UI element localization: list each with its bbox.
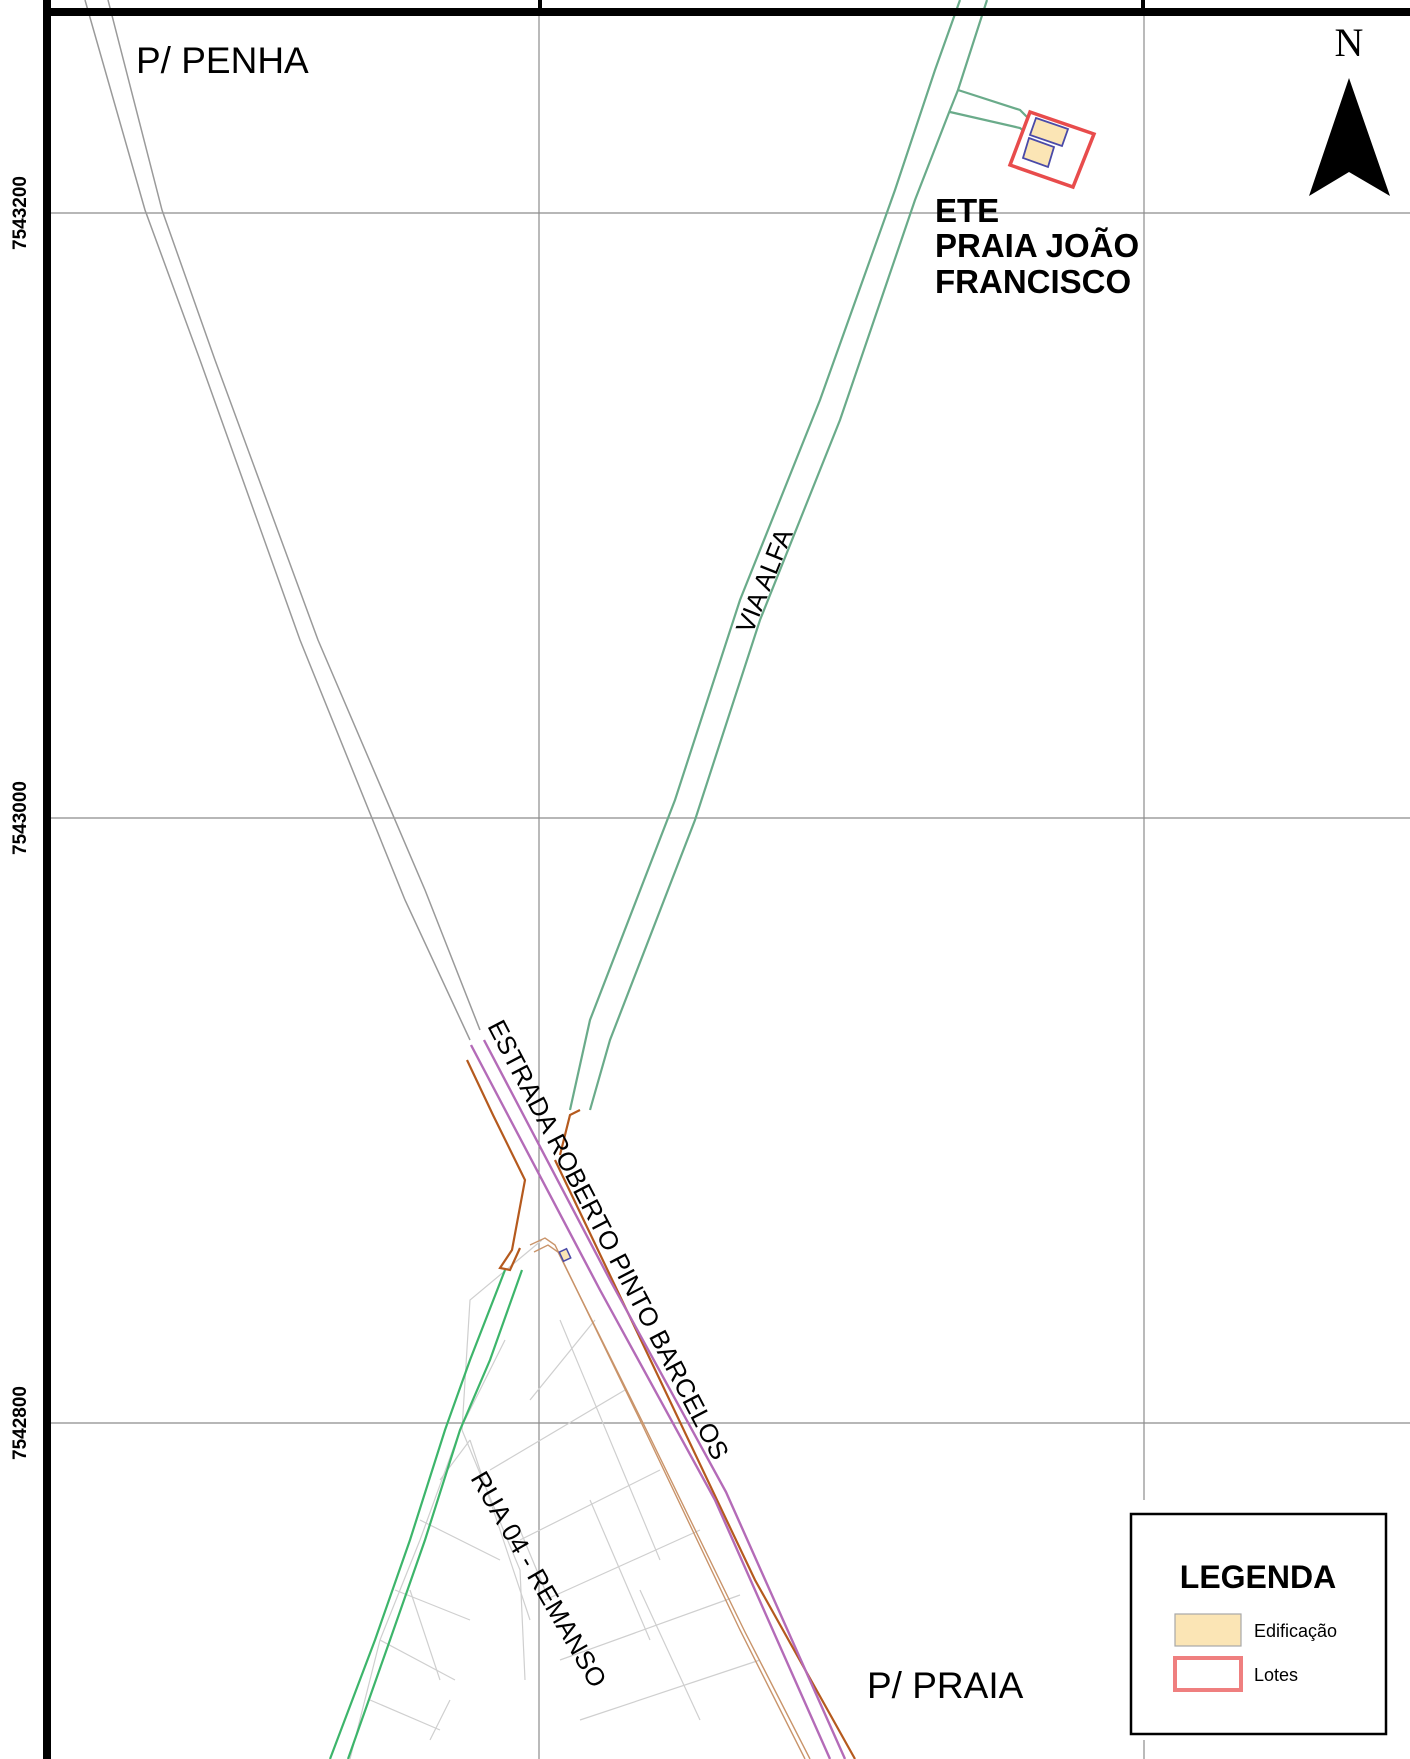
ete-building-1 <box>1028 116 1070 148</box>
frame-tick-1 <box>538 0 542 12</box>
road-label-via-alfa: VIA ALFA <box>730 524 799 638</box>
estrada-edge-1 <box>469 1044 832 1759</box>
parcel-row-3 <box>519 1469 661 1541</box>
parcel-col-3 <box>639 1589 701 1721</box>
ete-label-line3: FRANCISCO <box>935 263 1131 300</box>
parcel-row-5 <box>559 1594 741 1661</box>
parcel-row-6 <box>579 1659 761 1721</box>
parcel-inner-3 <box>519 1529 546 1591</box>
via-alfa-edge-2 <box>588 0 989 1111</box>
parcel-edge-inner <box>461 1239 543 1681</box>
parcel-left-3 <box>369 1699 441 1731</box>
parcel-edge-west <box>349 1339 506 1759</box>
via-alfa-road <box>568 0 1031 1111</box>
legend-swatch-lotes <box>1173 1656 1243 1692</box>
legend-box <box>1129 1512 1388 1736</box>
north-letter: N <box>1335 20 1364 65</box>
ete-label-line2: PRAIA JOÃO <box>935 227 1139 264</box>
grid-label-7542800: 7542800 <box>10 1386 31 1460</box>
block-outline-edge-1 <box>529 1237 806 1759</box>
parcel-left-2 <box>379 1639 456 1681</box>
label-praia: P/ PRAIA <box>867 1665 1024 1706</box>
parcel-col-2 <box>589 1499 651 1641</box>
parcel-row-2 <box>489 1389 626 1471</box>
north-arrow: N <box>1309 20 1390 196</box>
frame-tick-2 <box>1141 0 1145 12</box>
legend-title: LEGENDA <box>1180 1559 1336 1595</box>
map-frame <box>43 0 1410 1759</box>
grid-label-7543000: 7543000 <box>10 781 31 855</box>
parcel-left-1 <box>394 1589 471 1621</box>
parcel-col-1 <box>559 1319 661 1561</box>
parcel-left-6 <box>409 1589 441 1681</box>
legend: LEGENDA Edificação Lotes <box>1129 1512 1388 1736</box>
green-road-south <box>328 1269 524 1759</box>
block-outline <box>529 1237 811 1759</box>
frame-top <box>43 8 1410 16</box>
grid-label-7543200: 7543200 <box>10 176 31 250</box>
via-alfa-edge-1 <box>568 0 962 1111</box>
estrada-edge-2 <box>482 1039 847 1759</box>
frame-left <box>43 0 51 1759</box>
road-to-penha <box>84 0 481 1041</box>
brown-road-junction <box>558 1109 581 1156</box>
parcel-left-5 <box>439 1439 471 1481</box>
road-label-estrada: ESTRADA ROBERTO PINTO BARCELOS <box>482 1015 735 1465</box>
via-alfa-spur-2 <box>949 110 1026 133</box>
road-penha-edge-1 <box>84 0 471 1041</box>
road-penha-edge-2 <box>107 0 481 1031</box>
legend-label-lotes: Lotes <box>1254 1665 1298 1685</box>
parcel-left-7 <box>429 1699 451 1741</box>
parcel-row-1 <box>529 1319 596 1401</box>
legend-label-edificacao: Edificação <box>1254 1621 1337 1641</box>
parcel-left-4 <box>419 1519 501 1561</box>
green-road-edge-2 <box>346 1269 524 1759</box>
ete-building-2 <box>1021 136 1056 169</box>
brown-road <box>466 1059 856 1759</box>
small-building <box>558 1247 572 1263</box>
parcel-row-4 <box>544 1529 701 1601</box>
ete-lot <box>1007 109 1097 190</box>
green-road-edge-1 <box>328 1269 507 1759</box>
parcel-lines <box>349 1239 761 1759</box>
block-outline-edge-2 <box>533 1244 811 1759</box>
grid-lines <box>45 0 1410 1759</box>
parcel-inner-2 <box>469 1439 531 1621</box>
legend-swatch-edificacao <box>1174 1613 1242 1647</box>
ete-label-line1: ETE <box>935 192 999 229</box>
estrada-road <box>469 1039 847 1759</box>
label-penha: P/ PENHA <box>136 40 309 81</box>
north-arrow-icon <box>1309 78 1390 196</box>
brown-road-west <box>466 1059 527 1272</box>
